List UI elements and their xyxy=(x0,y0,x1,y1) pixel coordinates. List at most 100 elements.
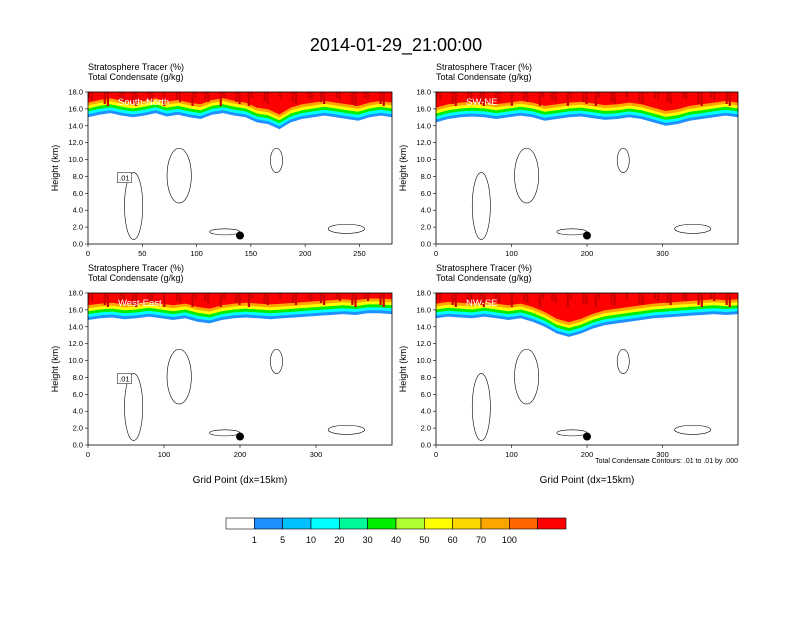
tracer-streak xyxy=(625,92,629,98)
tracer-streak xyxy=(713,293,716,301)
tracer-streak xyxy=(91,293,94,301)
y-axis-label: Height (km) xyxy=(50,346,60,393)
tracer-streak xyxy=(439,293,442,301)
tracer-streak xyxy=(178,92,182,102)
colorbar-label: 30 xyxy=(363,535,373,545)
tracer-streak xyxy=(685,293,688,301)
colorbar-label: 20 xyxy=(334,535,344,545)
region-label: SW-NE xyxy=(466,97,498,108)
plot-area xyxy=(88,293,392,441)
tracer-streak xyxy=(307,92,310,98)
tracer-streak xyxy=(479,293,482,305)
condensate-contour xyxy=(471,172,491,240)
tracer-streak xyxy=(338,92,341,100)
panel-sw-ne: Stratosphere Tracer (%)Total Condensate … xyxy=(398,62,739,258)
y-tick-label: 0.0 xyxy=(73,240,83,249)
tracer-streak xyxy=(106,293,110,307)
tracer-streak xyxy=(238,92,241,104)
tracer-streak xyxy=(310,293,313,301)
tracer-streak xyxy=(235,293,238,303)
tracer-streak xyxy=(523,92,526,100)
tracer-streak xyxy=(569,293,573,299)
tracer-streak xyxy=(351,92,354,104)
tracer-streak xyxy=(222,293,225,299)
tracer-streak xyxy=(147,293,150,301)
tracer-streak xyxy=(728,92,731,106)
tracer-streak xyxy=(323,92,326,104)
tracer-streak xyxy=(685,92,688,100)
condensate-contour xyxy=(514,147,539,204)
tracer-streak xyxy=(194,92,197,98)
condensate-contour xyxy=(674,424,712,435)
tracer-streak xyxy=(482,293,485,307)
tracer-streak xyxy=(379,293,382,305)
panel-nw-se: Stratosphere Tracer (%)Total Condensate … xyxy=(398,263,739,486)
y-tick-label: 10.0 xyxy=(416,155,431,164)
colorbar-swatch xyxy=(225,517,255,530)
tracer-streak xyxy=(250,92,254,98)
condensate-contour xyxy=(327,223,365,234)
y-tick-label: 8.0 xyxy=(73,172,83,181)
tracer-streak xyxy=(657,92,660,100)
tracer-streak xyxy=(119,293,122,301)
y-tick-label: 2.0 xyxy=(421,223,431,232)
tracer-streak xyxy=(279,293,282,299)
tracer-streak xyxy=(594,92,597,106)
tracer-streak xyxy=(613,92,616,104)
tracer-streak xyxy=(150,293,153,303)
tracer-streak xyxy=(106,92,110,106)
tracer-streak xyxy=(666,293,669,303)
tracer-streak xyxy=(219,293,222,307)
condensate-contour xyxy=(514,348,539,405)
tracer-streak xyxy=(569,92,573,98)
y-tick-label: 10.0 xyxy=(68,155,83,164)
tracer-streak xyxy=(150,92,153,102)
y-tick-label: 0.0 xyxy=(421,240,431,249)
tracer-streak xyxy=(147,92,150,100)
tracer-streak xyxy=(585,293,588,305)
x-tick-label: 200 xyxy=(234,450,247,459)
tracer-streak xyxy=(263,293,266,303)
y-tick-label: 4.0 xyxy=(73,206,83,215)
contour-label-box xyxy=(117,373,132,384)
condensate-contour xyxy=(166,147,192,204)
y-tick-label: 16.0 xyxy=(416,305,431,314)
condensate-contour xyxy=(556,228,588,236)
tracer-streak xyxy=(681,92,685,98)
x-tick-label: 0 xyxy=(86,450,90,459)
tracer-streak xyxy=(235,92,238,102)
panel-subtitle-tracer: Stratosphere Tracer (%) xyxy=(88,62,184,72)
tracer-streak xyxy=(479,92,482,104)
tracer-streak xyxy=(451,92,454,104)
tracer-streak xyxy=(454,92,457,106)
x-axis-label: Grid Point (dx=15km) xyxy=(540,475,635,486)
y-tick-label: 8.0 xyxy=(421,373,431,382)
tracer-streak xyxy=(451,293,454,305)
colorbar-swatch xyxy=(339,517,368,530)
condensate-contour xyxy=(166,348,192,405)
y-tick-label: 14.0 xyxy=(416,121,431,130)
colorbar-label: 70 xyxy=(476,535,486,545)
y-axis-label: Height (km) xyxy=(398,145,408,192)
panel-subtitle-condensate: Total Condensate (g/kg) xyxy=(88,72,184,82)
tracer-streak xyxy=(523,293,526,301)
tracer-streak xyxy=(725,92,728,104)
tracer-streak xyxy=(351,293,354,305)
x-tick-label: 0 xyxy=(86,249,90,258)
tracer-streak xyxy=(625,293,629,299)
tracer-streak xyxy=(291,293,294,303)
y-tick-label: 2.0 xyxy=(73,223,83,232)
tracer-streak xyxy=(467,92,470,100)
region-label: West-East xyxy=(118,298,162,309)
y-tick-label: 16.0 xyxy=(68,305,83,314)
tracer-streak xyxy=(541,293,545,299)
tracer-streak xyxy=(582,293,585,303)
plot-area xyxy=(88,92,392,240)
y-tick-label: 18.0 xyxy=(68,88,83,97)
tracer-streak xyxy=(279,92,282,98)
tracer-streak xyxy=(638,293,641,303)
tracer-streak xyxy=(135,92,138,106)
tracer-streak xyxy=(666,92,669,102)
panel-west-east: Stratosphere Tracer (%)Total Condensate … xyxy=(50,263,393,486)
tracer-streak xyxy=(319,92,323,102)
